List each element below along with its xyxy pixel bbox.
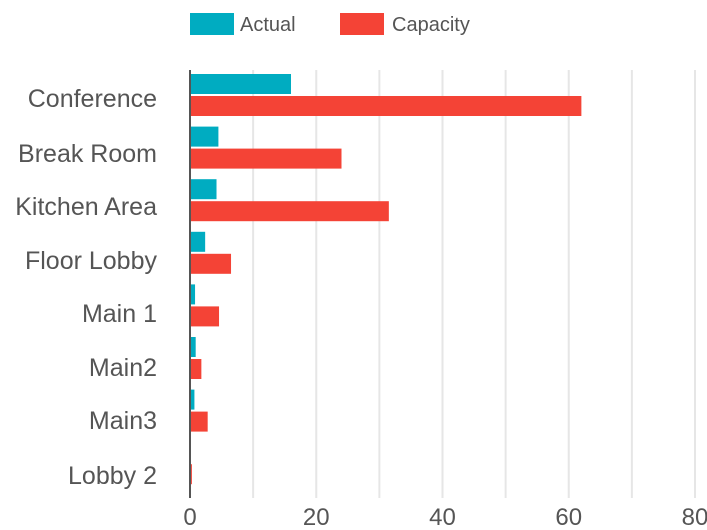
category-labels: Conference Break Room Kitchen Area Floor Lo… — [15, 85, 157, 490]
x-tick-label: 40 — [429, 504, 456, 530]
legend-label-actual: Actual — [240, 14, 296, 36]
x-tick-label: 20 — [303, 504, 330, 530]
bar-actual — [190, 74, 291, 94]
bar-actual — [190, 126, 219, 147]
x-tick-labels: 0 20 40 60 80 — [183, 504, 707, 530]
x-tick-label: 0 — [183, 504, 196, 530]
x-tick-label: 60 — [555, 504, 582, 530]
bar-capacity — [190, 148, 342, 169]
category-label: Main3 — [89, 407, 157, 435]
bar-capacity — [190, 411, 208, 432]
bar-capacity — [190, 359, 202, 379]
grid-lines — [252, 70, 696, 498]
legend-swatch-actual — [190, 13, 234, 35]
legend: Actual Capacity — [190, 13, 470, 36]
x-tick-label: 80 — [682, 504, 707, 530]
legend-swatch-capacity — [340, 13, 384, 35]
legend-label-capacity: Capacity — [392, 14, 470, 36]
bar-capacity — [190, 253, 232, 274]
category-label: Break Room — [18, 140, 157, 168]
bar-actual — [190, 389, 195, 410]
bar-actual — [190, 337, 196, 357]
category-label: Kitchen Area — [15, 193, 157, 221]
bar-capacity — [190, 201, 389, 222]
category-label: Main2 — [89, 354, 157, 382]
category-label: Lobby 2 — [68, 462, 157, 490]
category-label: Main 1 — [82, 300, 157, 328]
bar-actual — [190, 179, 217, 200]
bar-capacity — [190, 96, 582, 116]
bar-actual — [190, 284, 196, 305]
bars — [190, 74, 582, 485]
bar-actual — [190, 231, 206, 252]
category-label: Conference — [28, 85, 157, 113]
category-label: Floor Lobby — [25, 247, 158, 275]
bar-capacity — [190, 306, 220, 327]
